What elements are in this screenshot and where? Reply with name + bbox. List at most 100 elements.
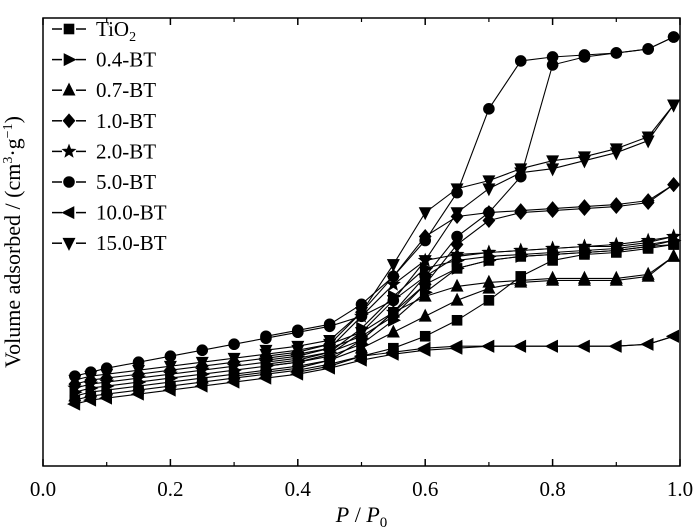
desorption-point xyxy=(482,175,496,189)
legend-label-text: 5.0-BT xyxy=(96,170,156,194)
desorption-point xyxy=(514,55,527,67)
desorption-point xyxy=(576,339,590,353)
adsorption-point xyxy=(418,308,432,322)
adsorption-point xyxy=(419,330,431,342)
adsorption-point xyxy=(132,364,146,378)
desorption-point xyxy=(578,199,591,215)
desorption-point xyxy=(482,274,496,288)
adsorption-line xyxy=(74,243,674,401)
desorption-point xyxy=(291,340,305,354)
adsorption-point xyxy=(228,338,240,351)
x-axis-title-var-p: P xyxy=(335,502,349,527)
adsorption-point xyxy=(451,314,463,326)
adsorption-point xyxy=(195,356,209,370)
series-10-0-bt xyxy=(67,329,679,411)
adsorption-point xyxy=(83,393,97,407)
desorption-point xyxy=(546,201,559,217)
desorption-point xyxy=(481,244,497,259)
x-tick-label: 0.2 xyxy=(157,477,183,501)
desorption-point xyxy=(609,197,623,213)
adsorption-point xyxy=(99,391,112,405)
desorption-point xyxy=(577,151,591,165)
series-tio2 xyxy=(69,239,679,406)
x-tick-label: 0.0 xyxy=(30,477,56,501)
x-axis-title-var-p2: P xyxy=(365,502,379,527)
y-axis-title-end: ) xyxy=(0,116,25,123)
desorption-point xyxy=(385,276,401,291)
legend-item: 1.0-BT xyxy=(52,109,156,133)
legend-label: 15.0-BT xyxy=(96,231,167,255)
desorption-point xyxy=(667,99,681,113)
adsorption-point xyxy=(483,295,495,306)
desorption-point xyxy=(609,143,623,157)
adsorption-point xyxy=(196,344,209,357)
desorption-point xyxy=(417,341,431,355)
x-tick-label: 0.6 xyxy=(412,477,438,501)
x-axis-tick-labels: 0.0 0.2 0.4 0.6 0.8 1.0 xyxy=(30,477,693,501)
desorption-point xyxy=(546,270,560,284)
legend-label: 10.0-BT xyxy=(96,201,167,225)
desorption-point xyxy=(667,248,681,262)
y-axis-title-mid: ·g xyxy=(0,138,25,156)
desorption-point xyxy=(640,232,656,247)
desorption-point xyxy=(513,242,529,257)
legend-item: 10.0-BT xyxy=(52,201,167,225)
desorption-line xyxy=(297,335,674,373)
desorption-point xyxy=(387,270,400,283)
legend-label: 0.4-BT xyxy=(96,48,156,72)
adsorption-point xyxy=(84,370,98,384)
adsorption-point xyxy=(164,350,177,363)
legend-item: 2.0-BT xyxy=(52,139,156,163)
legend-item: 0.7-BT xyxy=(52,78,156,102)
desorption-point xyxy=(514,272,528,286)
x-axis-title-slash: / xyxy=(349,502,366,527)
desorption-point xyxy=(665,329,679,343)
series-0-7-bt xyxy=(68,248,681,402)
adsorption-point xyxy=(194,379,208,393)
desorption-point xyxy=(323,318,336,331)
desorption-point xyxy=(481,339,495,353)
desorption-point xyxy=(260,330,272,343)
desorption-point xyxy=(608,339,622,353)
y-axis-title-main: Volume adsorbed / (cm xyxy=(0,164,25,368)
legend-marker xyxy=(63,176,75,188)
desorption-point xyxy=(578,49,591,61)
desorption-point xyxy=(419,234,432,247)
desorption-point xyxy=(576,238,592,253)
desorption-line xyxy=(265,36,674,337)
desorption-point xyxy=(642,43,654,55)
adsorption-point xyxy=(450,207,464,221)
legend-label: 2.0-BT xyxy=(96,139,156,163)
desorption-point xyxy=(449,246,465,261)
legend-item: TiO2 xyxy=(52,17,136,45)
adsorption-point xyxy=(450,292,464,306)
y-axis-title-sup-2: −1 xyxy=(1,123,16,138)
legend-label-text: 15.0-BT xyxy=(96,231,167,255)
adsorption-point xyxy=(419,270,432,283)
adsorption-point xyxy=(355,326,368,340)
desorption-point xyxy=(483,103,495,115)
desorption-point xyxy=(544,339,558,353)
desorption-point xyxy=(353,349,367,363)
legend-label-text: 1.0-BT xyxy=(96,109,156,133)
plot-frame xyxy=(42,17,681,467)
x-axis-title-subscript: 0 xyxy=(380,515,388,528)
desorption-point xyxy=(386,259,400,273)
adsorption-point xyxy=(385,304,401,319)
adsorption-point xyxy=(226,375,240,389)
legend-label-text: 0.7-BT xyxy=(96,78,156,102)
legend-item: 5.0-BT xyxy=(52,170,156,194)
x-tick-label: 0.4 xyxy=(285,477,312,501)
y-axis-title: Volume adsorbed / (cm3·g−1) xyxy=(0,116,25,368)
adsorption-point xyxy=(483,206,495,219)
desorption-point xyxy=(450,278,464,292)
desorption-point xyxy=(385,345,399,359)
desorption-point xyxy=(610,47,623,59)
legend-item: 0.4-BT xyxy=(52,48,156,72)
adsorption-point xyxy=(163,360,177,374)
legend-marker xyxy=(62,237,76,251)
desorption-point xyxy=(513,339,527,353)
legend-label-subscript: 2 xyxy=(129,30,136,45)
adsorption-point xyxy=(67,397,81,411)
